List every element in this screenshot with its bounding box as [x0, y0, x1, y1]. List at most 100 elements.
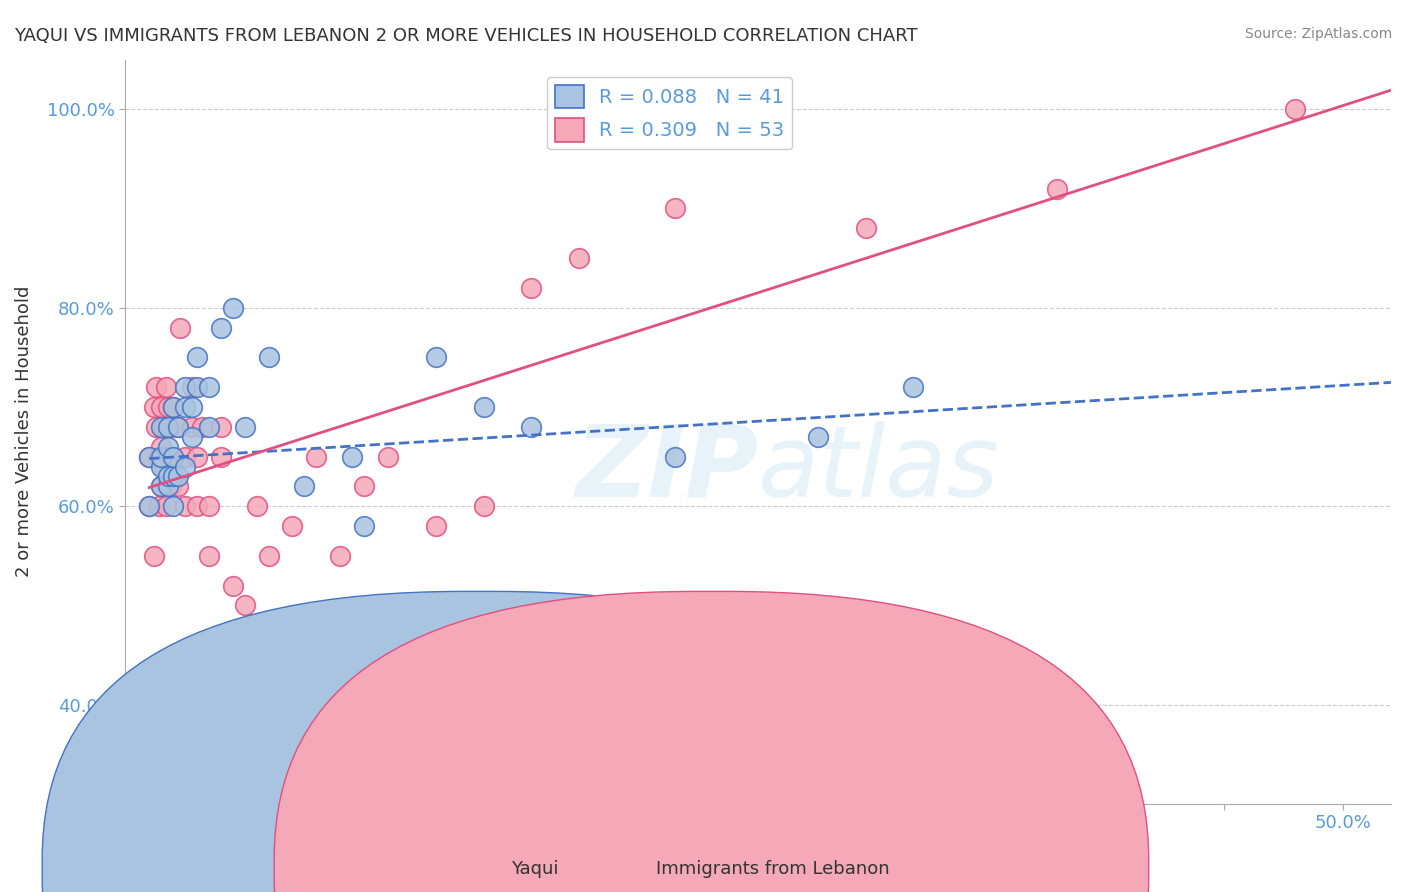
Point: [568, 251, 591, 265]
Point: [340, 450, 363, 464]
Point: [166, 479, 188, 493]
Point: [155, 380, 177, 394]
Point: [270, 678, 292, 692]
Point: [664, 450, 686, 464]
Point: [157, 440, 180, 454]
Point: [145, 380, 167, 394]
Point: [233, 420, 256, 434]
Point: [157, 400, 180, 414]
Y-axis label: 2 or more Vehicles in Household: 2 or more Vehicles in Household: [15, 286, 32, 577]
Point: [145, 420, 167, 434]
Point: [209, 450, 232, 464]
Text: Yaqui: Yaqui: [510, 860, 558, 878]
Point: [377, 450, 399, 464]
Point: [190, 420, 212, 434]
Point: [257, 351, 280, 365]
Point: [181, 430, 204, 444]
Point: [162, 400, 184, 414]
Point: [169, 320, 191, 334]
Point: [143, 549, 166, 563]
Point: [281, 519, 304, 533]
Point: [138, 500, 160, 514]
Point: [198, 420, 221, 434]
Point: [305, 450, 328, 464]
Point: [181, 400, 204, 414]
Point: [166, 420, 188, 434]
Point: [138, 767, 160, 781]
Point: [138, 500, 160, 514]
Point: [1046, 181, 1069, 195]
Point: [138, 450, 160, 464]
Point: [520, 420, 543, 434]
Point: [281, 628, 304, 642]
Point: [520, 281, 543, 295]
Text: YAQUI VS IMMIGRANTS FROM LEBANON 2 OR MORE VEHICLES IN HOUSEHOLD CORRELATION CHA: YAQUI VS IMMIGRANTS FROM LEBANON 2 OR MO…: [14, 27, 918, 45]
Point: [157, 479, 180, 493]
Point: [186, 380, 208, 394]
Point: [174, 380, 197, 394]
Point: [209, 320, 232, 334]
Text: Immigrants from Lebanon: Immigrants from Lebanon: [657, 860, 890, 878]
Point: [150, 479, 173, 493]
Point: [143, 400, 166, 414]
Point: [903, 380, 925, 394]
Point: [353, 479, 375, 493]
Point: [198, 549, 221, 563]
Point: [181, 420, 204, 434]
Point: [162, 450, 184, 464]
Point: [855, 221, 877, 235]
Point: [294, 479, 316, 493]
Point: [150, 479, 173, 493]
Legend: R = 0.088   N = 41, R = 0.309   N = 53: R = 0.088 N = 41, R = 0.309 N = 53: [547, 77, 792, 150]
Point: [152, 459, 174, 474]
Point: [155, 500, 177, 514]
Point: [198, 500, 221, 514]
Point: [166, 469, 188, 483]
Point: [138, 717, 160, 731]
Point: [198, 380, 221, 394]
Point: [425, 351, 447, 365]
Point: [148, 450, 170, 464]
Text: atlas: atlas: [758, 420, 1000, 517]
Point: [246, 500, 269, 514]
Point: [174, 500, 197, 514]
Point: [150, 420, 173, 434]
Text: Source: ZipAtlas.com: Source: ZipAtlas.com: [1244, 27, 1392, 41]
Point: [159, 479, 181, 493]
Point: [186, 450, 208, 464]
Point: [353, 519, 375, 533]
Point: [222, 579, 245, 593]
Point: [148, 500, 170, 514]
Point: [157, 450, 180, 464]
Point: [222, 301, 245, 315]
Point: [162, 500, 184, 514]
Point: [209, 420, 232, 434]
Point: [664, 202, 686, 216]
Point: [186, 500, 208, 514]
Text: ZIP: ZIP: [575, 420, 758, 517]
Point: [162, 400, 184, 414]
Point: [472, 500, 495, 514]
Point: [150, 400, 173, 414]
Point: [138, 450, 160, 464]
Point: [472, 400, 495, 414]
Point: [233, 599, 256, 613]
Point: [150, 459, 173, 474]
Point: [1284, 102, 1306, 116]
Point: [174, 459, 197, 474]
Point: [162, 469, 184, 483]
Point: [162, 450, 184, 464]
Point: [152, 420, 174, 434]
Point: [186, 351, 208, 365]
Point: [425, 519, 447, 533]
Point: [150, 450, 173, 464]
Point: [257, 549, 280, 563]
Point: [150, 440, 173, 454]
Point: [157, 420, 180, 434]
FancyBboxPatch shape: [42, 591, 917, 892]
Point: [807, 430, 830, 444]
Point: [174, 400, 197, 414]
Point: [166, 420, 188, 434]
Point: [159, 420, 181, 434]
Point: [181, 380, 204, 394]
